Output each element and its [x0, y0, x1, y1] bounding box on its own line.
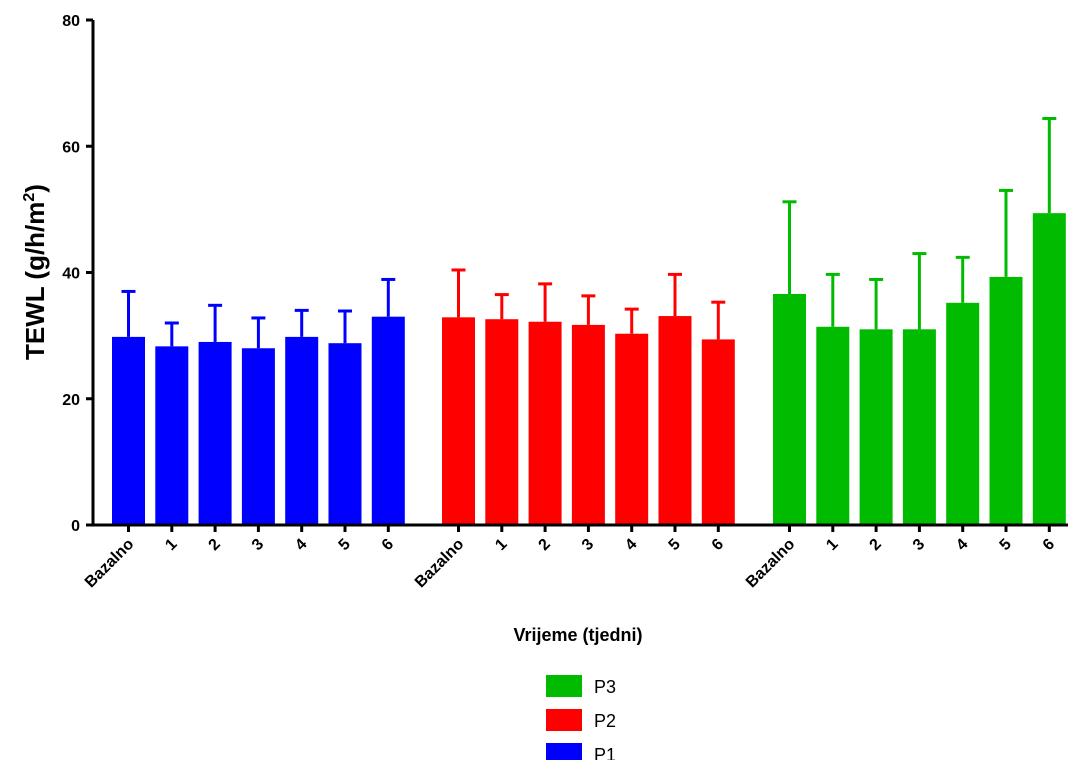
legend-swatch-p1	[546, 743, 582, 760]
x-tick-label: Bazalno	[82, 536, 138, 592]
y-tick-label: 60	[62, 139, 80, 156]
x-tick-label: 2	[206, 536, 224, 554]
bar-p1-5	[328, 343, 362, 525]
x-tick-label: 1	[492, 536, 510, 554]
legend: P3 P2 P1	[546, 675, 616, 760]
bar-p3-4	[946, 302, 980, 525]
bars-layer	[112, 116, 1066, 525]
legend-label-p2: P2	[594, 711, 616, 731]
x-ticks: Bazalno 1 2 3 4 5 6 Bazalno 1 2 3 4 5 6 Bazalno 1 2 3 4 5 6	[82, 525, 1058, 591]
bar-p2-6	[701, 339, 735, 525]
y-ticks: 0 20 40 60 80	[62, 13, 93, 535]
bar-p1-bazalno	[112, 336, 145, 525]
bar-p3-bazalno	[773, 293, 806, 525]
bar-p1-2	[198, 341, 232, 525]
y-tick-label: 20	[62, 392, 80, 409]
x-tick-label: 5	[997, 536, 1015, 554]
bar-p3-3	[902, 329, 936, 525]
x-tick-label: 4	[622, 536, 640, 554]
legend-label-p3: P3	[594, 677, 616, 697]
legend-label-p1: P1	[594, 745, 616, 760]
x-tick-label: 3	[249, 536, 267, 554]
x-tick-label: 6	[1040, 536, 1058, 554]
x-tick-label: Bazalno	[743, 536, 799, 592]
x-tick-label: 1	[823, 536, 841, 554]
x-tick-label: 2	[867, 536, 885, 554]
legend-swatch-p3	[546, 675, 582, 697]
x-tick-label: 6	[379, 536, 397, 554]
x-tick-label: 1	[162, 536, 180, 554]
bar-p2-5	[658, 316, 692, 525]
legend-swatch-p2	[546, 709, 582, 731]
bar-p3-6	[1032, 213, 1066, 525]
bar-p3-5	[989, 276, 1023, 525]
bar-p2-1	[485, 319, 519, 525]
y-axis-title: TEWL (g/h/m2)	[20, 184, 50, 360]
x-tick-label: 5	[666, 536, 684, 554]
y-axis-title-superscript: 2	[21, 193, 38, 202]
bar-p1-1	[155, 346, 189, 525]
bar-p1-3	[241, 348, 275, 525]
y-tick-label: 80	[62, 13, 80, 30]
bar-p1-6	[371, 316, 405, 525]
y-tick-label: 40	[62, 266, 80, 283]
x-tick-label: 4	[292, 536, 310, 554]
y-axis-title-main: TEWL (g/h/m	[20, 202, 50, 360]
x-tick-label: 2	[536, 536, 554, 554]
x-tick-label: Bazalno	[412, 536, 468, 592]
x-axis-title: Vrijeme (tjedni)	[513, 625, 642, 645]
y-tick-label: 0	[71, 518, 80, 535]
x-tick-label: 4	[953, 536, 971, 554]
bar-p2-bazalno	[442, 317, 475, 525]
x-tick-label: 3	[910, 536, 928, 554]
y-axis-title-close: )	[20, 184, 50, 193]
x-tick-label: 3	[579, 536, 597, 554]
bar-p1-4	[285, 336, 319, 525]
bar-p3-1	[816, 326, 850, 525]
bar-p2-2	[528, 321, 562, 525]
x-tick-label: 5	[336, 536, 354, 554]
bar-p3-2	[859, 329, 893, 525]
x-tick-label: 6	[709, 536, 727, 554]
bar-p2-4	[615, 333, 649, 525]
bar-p2-3	[571, 324, 605, 525]
